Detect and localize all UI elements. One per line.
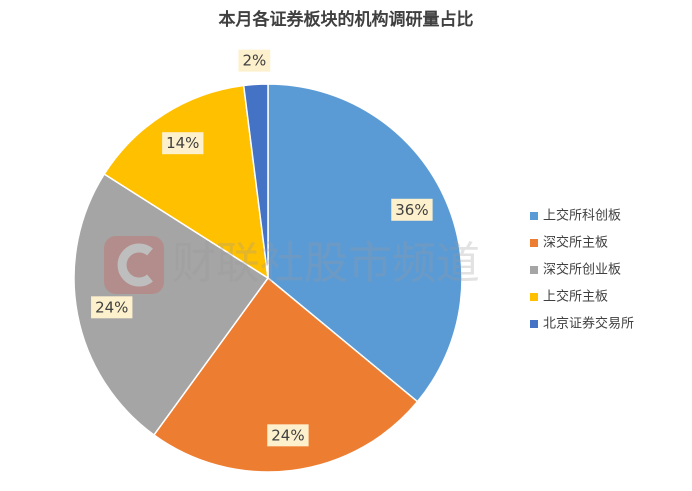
data-label-box bbox=[91, 296, 133, 319]
pie bbox=[73, 83, 463, 473]
data-label: 24% bbox=[267, 424, 309, 447]
pie-slice bbox=[103, 84, 269, 280]
legend-swatch bbox=[530, 212, 538, 220]
data-label-box bbox=[162, 132, 204, 155]
watermark-logo-mark bbox=[117, 243, 153, 287]
data-labels: 36% 24% 24% 14% 2% bbox=[91, 49, 433, 447]
legend-label: 北京证券交易所 bbox=[543, 316, 634, 332]
legend-label: 上交所主板 bbox=[543, 289, 608, 305]
watermark-logo bbox=[104, 236, 164, 294]
watermark: 财联社股市频道 bbox=[104, 236, 480, 294]
pie-slice bbox=[152, 276, 419, 473]
data-label: 36% bbox=[391, 198, 433, 221]
legend-label: 深交所创业板 bbox=[543, 262, 621, 278]
data-label-box bbox=[267, 424, 309, 447]
pie-slice bbox=[242, 83, 269, 279]
data-label-box bbox=[391, 198, 433, 221]
data-label-text: 14% bbox=[166, 134, 199, 152]
pie-slice bbox=[73, 173, 270, 436]
legend-label: 上交所科创板 bbox=[543, 208, 621, 224]
data-label-box bbox=[238, 49, 271, 72]
legend-swatch bbox=[530, 239, 538, 247]
data-label: 2% bbox=[238, 49, 271, 72]
legend-swatch bbox=[530, 266, 538, 274]
data-label-text: 24% bbox=[95, 298, 128, 316]
legend-swatch bbox=[530, 293, 538, 301]
chart-title: 本月各证券板块的机构调研量占比 bbox=[219, 9, 474, 30]
data-label-text: 36% bbox=[395, 201, 428, 219]
data-label: 14% bbox=[162, 132, 204, 155]
watermark-text: 财联社股市频道 bbox=[172, 238, 480, 289]
data-label: 24% bbox=[91, 296, 133, 319]
data-label-text: 24% bbox=[271, 426, 304, 444]
data-label-text: 2% bbox=[242, 52, 266, 70]
legend-swatch bbox=[530, 320, 538, 328]
pie-slice bbox=[267, 83, 463, 403]
legend-label: 深交所主板 bbox=[543, 235, 608, 251]
